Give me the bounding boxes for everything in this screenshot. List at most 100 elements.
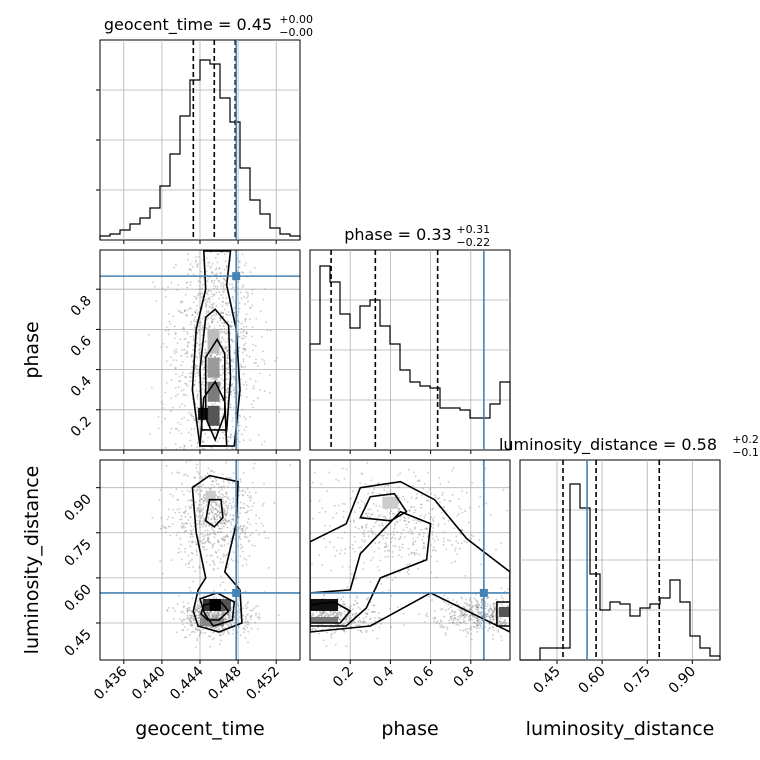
sample-point — [197, 242, 199, 244]
sample-point — [200, 288, 203, 291]
sample-point — [493, 610, 496, 612]
sample-point — [451, 469, 454, 472]
sample-point — [494, 614, 497, 616]
sample-point — [207, 311, 210, 314]
sample-point — [318, 632, 321, 635]
sample-point — [189, 590, 192, 592]
sample-point — [179, 311, 182, 314]
sample-point — [408, 509, 411, 512]
sample-point — [472, 616, 474, 618]
sample-point — [252, 385, 255, 388]
sample-point — [225, 618, 228, 621]
sample-point — [247, 613, 250, 616]
sample-point — [469, 617, 472, 620]
sample-point — [506, 588, 509, 591]
sample-point — [203, 548, 206, 551]
sample-point — [173, 325, 176, 328]
sample-point — [245, 607, 248, 610]
sample-point — [321, 564, 324, 566]
sample-point — [320, 612, 323, 614]
sample-point — [214, 626, 217, 629]
sample-point — [195, 519, 198, 522]
sample-point — [398, 496, 401, 499]
sample-point — [212, 615, 215, 618]
sample-point — [415, 496, 418, 499]
sample-point — [172, 509, 175, 511]
sample-point — [213, 287, 216, 290]
sample-point — [477, 613, 480, 616]
sample-point — [441, 607, 444, 610]
sample-point — [353, 620, 356, 623]
sample-point — [207, 264, 210, 267]
sample-point — [199, 293, 202, 295]
sample-point — [190, 624, 193, 627]
sample-point — [248, 555, 251, 557]
sample-point — [217, 279, 220, 282]
sample-point — [423, 516, 426, 519]
sample-point — [210, 245, 212, 247]
sample-point — [197, 325, 200, 327]
sample-point — [196, 470, 199, 473]
sample-point — [215, 377, 218, 380]
sample-point — [239, 543, 242, 546]
hist-title-plus: +0.31 — [456, 223, 490, 236]
sample-point — [337, 617, 340, 619]
x-tick-label: 0.45 — [530, 664, 563, 697]
sample-point — [230, 385, 233, 388]
sample-point — [416, 493, 418, 496]
sample-point — [242, 271, 245, 274]
sample-point — [251, 482, 254, 484]
sample-point — [196, 637, 199, 640]
sample-point — [178, 472, 180, 475]
sample-point — [227, 310, 230, 313]
sample-point — [179, 446, 182, 449]
sample-point — [188, 268, 191, 271]
sample-point — [231, 338, 233, 341]
sample-point — [219, 486, 222, 488]
sample-point — [182, 326, 185, 329]
sample-point — [230, 615, 232, 618]
histogram-step — [520, 483, 721, 661]
sample-point — [223, 322, 226, 324]
sample-point — [198, 540, 201, 543]
sample-point — [149, 433, 152, 436]
sample-point — [215, 268, 217, 271]
sample-point — [232, 559, 234, 562]
sample-point — [303, 640, 305, 642]
sample-point — [343, 622, 346, 625]
sample-point — [192, 552, 194, 555]
sample-point — [230, 360, 233, 362]
sample-point — [230, 338, 232, 341]
sample-point — [237, 417, 240, 419]
sample-point — [351, 613, 354, 616]
sample-point — [240, 634, 242, 636]
sample-point — [245, 388, 248, 390]
contour-line — [199, 308, 232, 431]
sample-point — [332, 516, 334, 519]
sample-point — [216, 378, 219, 381]
sample-point — [201, 430, 204, 433]
contour-line — [310, 510, 432, 627]
sample-point — [470, 606, 473, 609]
sample-point — [210, 522, 213, 524]
sample-point — [494, 605, 497, 608]
sample-point — [202, 483, 204, 486]
sample-point — [305, 617, 307, 619]
sample-point — [305, 609, 307, 611]
sample-point — [460, 612, 462, 615]
sample-point — [453, 527, 456, 530]
sample-point — [210, 290, 213, 293]
sample-point — [233, 412, 236, 415]
sample-point — [414, 540, 417, 543]
sample-point — [379, 617, 382, 619]
sample-point — [181, 490, 184, 493]
sample-point — [311, 614, 314, 617]
sample-point — [216, 615, 219, 618]
sample-point — [215, 614, 218, 617]
sample-point — [204, 529, 207, 532]
sample-point — [197, 280, 200, 282]
sample-point — [437, 523, 440, 526]
sample-point — [220, 311, 222, 314]
sample-point — [196, 463, 198, 466]
sample-point — [177, 386, 180, 389]
